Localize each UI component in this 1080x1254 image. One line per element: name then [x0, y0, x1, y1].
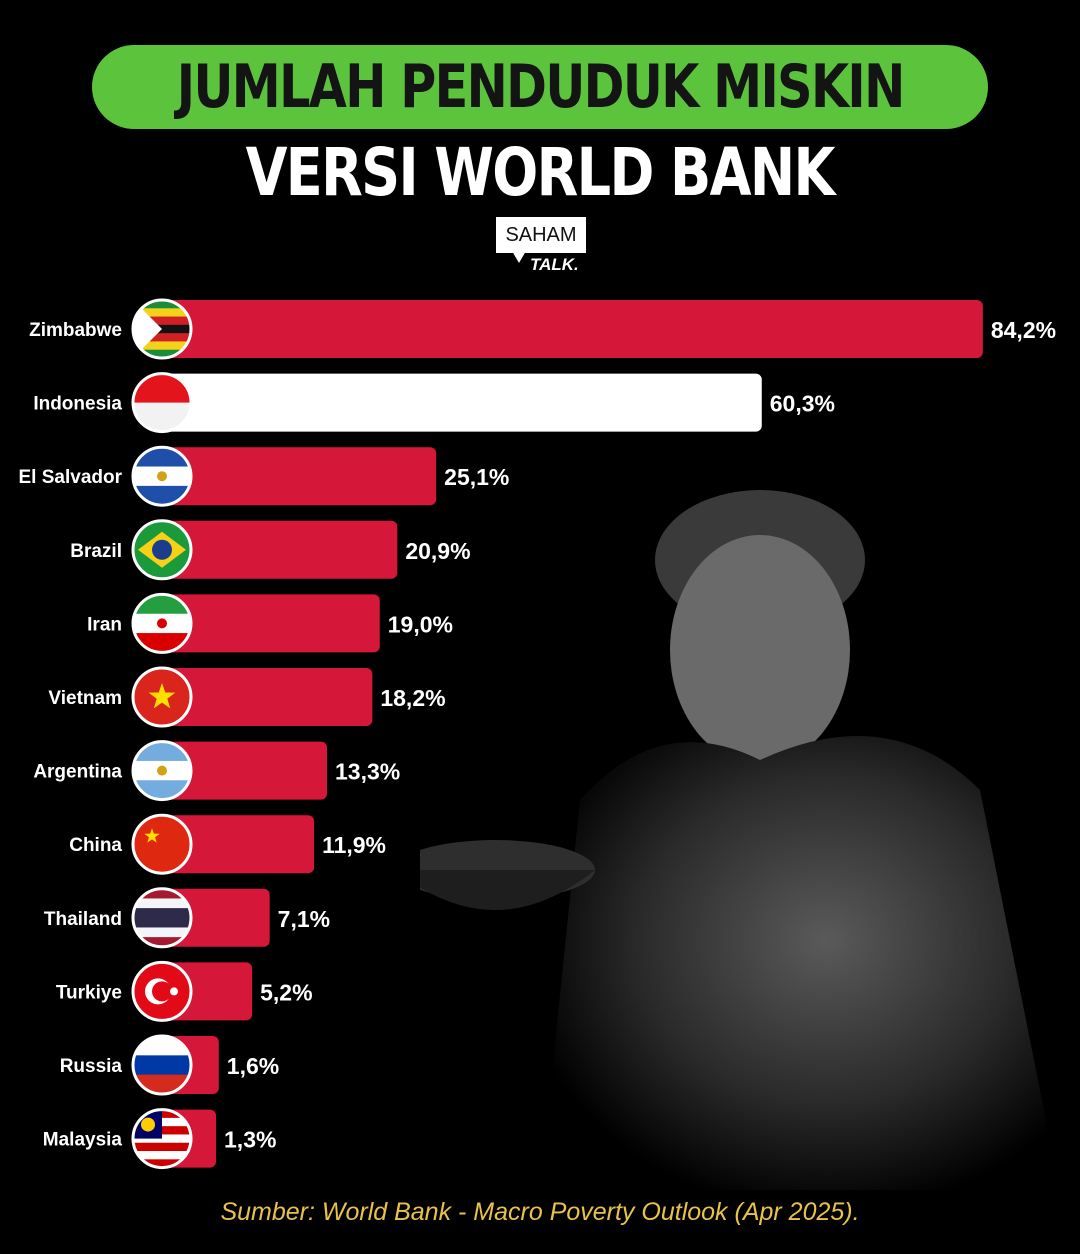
title-pill: JUMLAH PENDUDUK MISKIN	[92, 45, 988, 129]
bar-row: Malaysia 1,3%	[43, 1108, 276, 1170]
category-label: Brazil	[70, 541, 122, 562]
flag-border	[131, 519, 193, 581]
brazil-flag-icon	[133, 520, 191, 579]
category-label: Russia	[60, 1056, 123, 1077]
bar	[162, 373, 762, 432]
flag-border	[131, 887, 193, 949]
data-label: 84,2%	[991, 317, 1056, 343]
flag-border	[131, 740, 193, 802]
bar-row: Argentina 13,3%	[33, 740, 400, 802]
flag-border	[131, 298, 193, 360]
data-label: 11,9%	[322, 832, 386, 858]
speech-tail-icon	[512, 251, 526, 263]
category-label: Indonesia	[33, 394, 122, 415]
china-flag-icon	[133, 815, 191, 874]
flag-border	[131, 1108, 193, 1170]
bar-row: Turkiye 5,2%	[56, 960, 313, 1022]
bar-row: Vietnam 18,2%	[48, 666, 446, 728]
bar-row: Indonesia 60,3%	[33, 372, 835, 434]
category-label: Malaysia	[43, 1130, 123, 1151]
logo-top: SAHAM	[496, 217, 586, 253]
flag-border	[131, 372, 193, 434]
vietnam-flag-icon	[133, 668, 191, 726]
data-label: 20,9%	[405, 538, 470, 564]
poor-man-photo	[420, 490, 1060, 1190]
bar-row: Iran 19,0%	[87, 592, 453, 654]
sahamtalk-logo: SAHAM TALK.	[496, 217, 588, 277]
bar	[162, 300, 983, 358]
category-label: Argentina	[33, 762, 122, 783]
bar	[162, 888, 270, 947]
category-label: Iran	[87, 614, 122, 635]
flag-border	[131, 1034, 193, 1096]
category-label: Vietnam	[48, 688, 122, 709]
bar	[162, 815, 315, 874]
flag-border	[131, 445, 193, 507]
data-label: 1,6%	[227, 1053, 279, 1079]
data-label: 60,3%	[770, 391, 835, 417]
subtitle-wrap: VERSI WORLD BANK	[0, 134, 1080, 211]
flag-border	[131, 592, 193, 654]
turkiye-flag-icon	[133, 962, 191, 1021]
bar-row: Brazil 20,9%	[70, 519, 471, 581]
bar	[162, 520, 398, 579]
data-label: 18,2%	[380, 685, 445, 711]
bar-row: Thailand 7,1%	[44, 887, 330, 949]
category-label: Thailand	[44, 909, 122, 930]
logo-bottom: TALK.	[530, 255, 579, 274]
category-label: El Salvador	[19, 467, 123, 488]
bar	[162, 594, 380, 653]
bar	[162, 447, 437, 506]
bar	[162, 741, 328, 800]
bar-row: El Salvador 25,1%	[19, 445, 509, 507]
data-label: 7,1%	[278, 906, 330, 932]
data-label: 19,0%	[388, 611, 453, 637]
data-label: 5,2%	[260, 979, 312, 1005]
title: JUMLAH PENDUDUK MISKIN	[176, 52, 906, 122]
data-label: 25,1%	[444, 464, 509, 490]
bar-row: China 11,9%	[69, 813, 386, 875]
data-label: 13,3%	[335, 759, 400, 785]
data-label: 1,3%	[224, 1127, 276, 1153]
category-label: Zimbabwe	[29, 320, 122, 341]
subtitle: VERSI WORLD BANK	[245, 134, 836, 211]
flag-border	[131, 813, 193, 875]
category-label: China	[69, 835, 122, 856]
flag-border	[131, 960, 193, 1022]
bar-row: Russia 1,6%	[60, 1034, 279, 1096]
source-note: Sumber: World Bank - Macro Poverty Outlo…	[220, 1198, 860, 1226]
bar	[162, 668, 373, 726]
flag-border	[131, 666, 193, 728]
category-label: Turkiye	[56, 982, 122, 1003]
thailand-flag-icon	[133, 888, 191, 947]
zimbabwe-flag-icon	[133, 300, 191, 358]
bar-row: Zimbabwe 84,2%	[29, 298, 1056, 360]
